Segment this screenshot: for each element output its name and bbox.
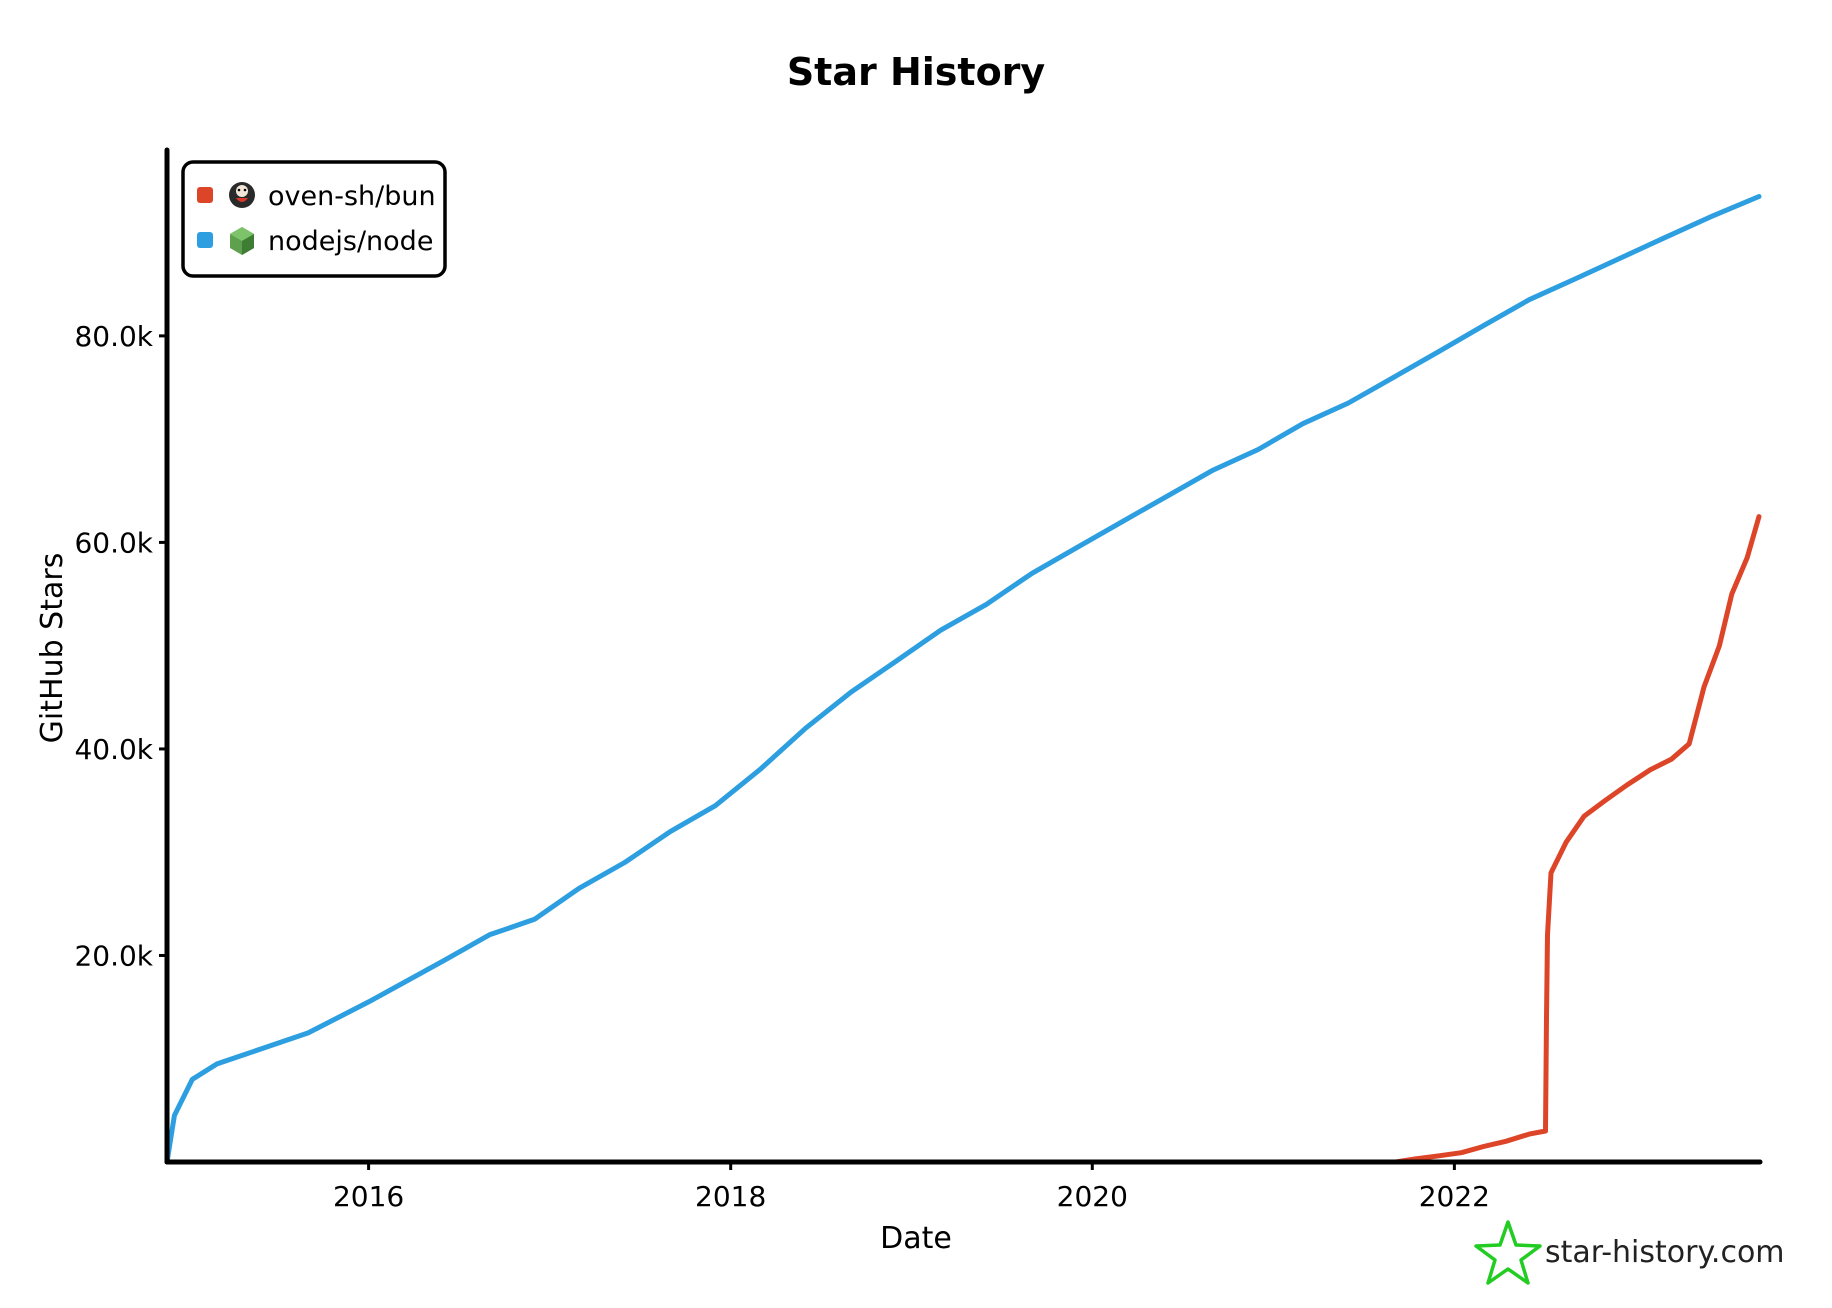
- y-tick-label: 20.0k: [74, 939, 153, 972]
- y-axis-label: GitHub Stars: [35, 553, 70, 744]
- legend-box: [181, 160, 447, 278]
- legend-swatch-bun: [197, 187, 213, 203]
- legend-label-node: nodejs/node: [268, 226, 433, 257]
- x-tick-label: 2022: [1419, 1180, 1490, 1213]
- star-history-logo-icon: [1474, 1220, 1542, 1285]
- y-tick-label: 40.0k: [74, 733, 153, 766]
- watermark-text: star-history.com: [1545, 1235, 1785, 1270]
- x-tick-label: 2018: [695, 1180, 766, 1213]
- x-axis-label: Date: [880, 1221, 952, 1256]
- legend-label-bun: oven-sh/bun: [268, 181, 436, 212]
- x-tick-label: 2016: [333, 1180, 404, 1213]
- plot-area: [164, 147, 1763, 1165]
- legend-item-bun: oven-sh/bun: [197, 181, 436, 212]
- series-line-nodejs-node: [164, 194, 1762, 1165]
- series-line-oven-sh-bun: [1393, 514, 1762, 1165]
- bun-avatar-icon: [229, 182, 255, 208]
- legend: oven-sh/bun nodejs/node: [181, 160, 447, 278]
- series-layer: [164, 194, 1762, 1165]
- x-axis-ticks: 2016 2018 2020 2022: [333, 1162, 1490, 1213]
- watermark: star-history.com: [1474, 1220, 1785, 1285]
- y-axis-ticks: 20.0k 40.0k 60.0k 80.0k: [74, 320, 167, 972]
- legend-swatch-node: [197, 232, 213, 248]
- legend-item-node: nodejs/node: [197, 226, 433, 257]
- x-tick-label: 2020: [1057, 1180, 1128, 1213]
- y-tick-label: 80.0k: [74, 320, 153, 353]
- chart-title: Star History: [787, 50, 1046, 94]
- y-tick-label: 60.0k: [74, 526, 153, 559]
- nodejs-hexagon-icon: [230, 227, 254, 255]
